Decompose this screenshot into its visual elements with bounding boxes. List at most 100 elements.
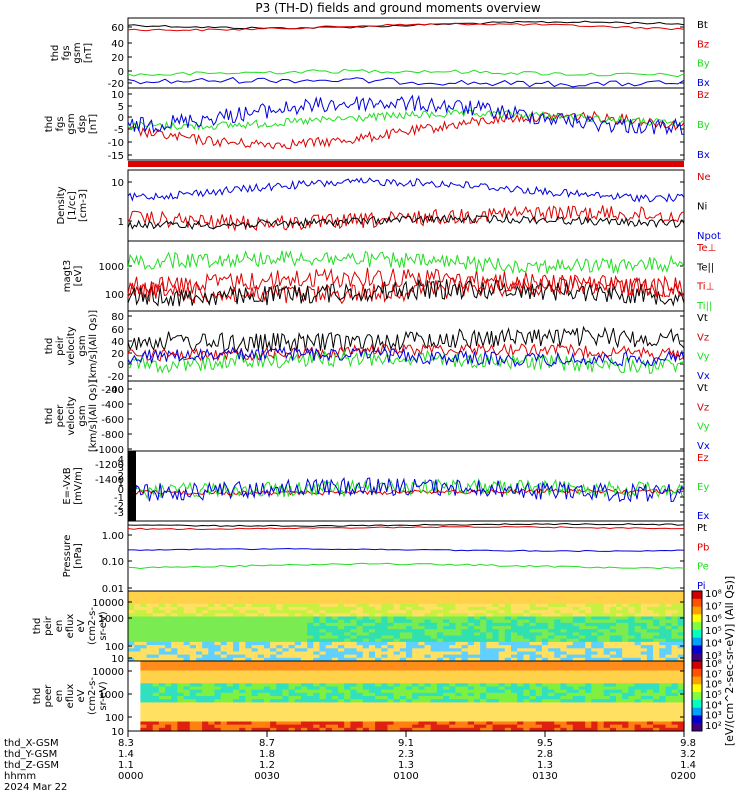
- ylabel-line: fgs: [55, 116, 66, 131]
- ylabel-line: magt3: [62, 260, 73, 293]
- ylabel-line: [nT]: [88, 114, 99, 134]
- cbar-tick: 10³: [705, 711, 722, 722]
- series-Bz: [127, 22, 685, 32]
- legend-Bz: Bz: [697, 90, 709, 101]
- series-Ti||: [127, 250, 685, 275]
- legend-Te||: Te||: [696, 262, 714, 273]
- ytick: -20: [108, 372, 124, 383]
- ylabel: thd fgs gsm [nT]: [50, 42, 94, 63]
- panel-10: [127, 660, 685, 732]
- cbar-tick: 10⁷: [705, 669, 722, 680]
- chart-title: P3 (TH-D) fields and ground moments over…: [255, 1, 540, 15]
- series-Ne: [127, 205, 685, 232]
- ytick: -3: [114, 508, 124, 519]
- footer-value: 1.4: [680, 760, 696, 771]
- series-Bt: [127, 20, 685, 30]
- series-Pi: [128, 547, 685, 553]
- ylabel-line: en: [54, 690, 65, 703]
- legend-Pe: Pe: [697, 562, 709, 573]
- ytick: 5: [118, 102, 124, 113]
- ylabel-line: [1/cc]: [67, 191, 78, 220]
- panel-6: [127, 380, 685, 480]
- footer-value: 1.8: [259, 749, 275, 760]
- ylabel-line: sr-eV): [98, 681, 109, 710]
- ytick: -400: [101, 400, 124, 411]
- footer-value: 0200: [671, 771, 696, 782]
- series-Ex: [127, 477, 685, 503]
- ylabel: Density [1/cc] [cm-3]: [56, 186, 89, 224]
- ytick: -15: [108, 151, 124, 162]
- ytick: 1000: [99, 690, 124, 701]
- ytick: 4: [118, 455, 124, 466]
- footer-value: 2.3: [398, 749, 414, 760]
- cbar-tick: 10⁵: [705, 690, 722, 701]
- ylabel-line: [km/s](All Qs)]: [88, 310, 99, 382]
- colorbar-label-text: [eV/(cm^2-sec-sr-eV)] (All Qs)]: [723, 576, 736, 746]
- panel-frame: [127, 450, 685, 522]
- ylabel-line: dsp: [77, 115, 88, 133]
- series-Bx: [127, 77, 685, 88]
- panel-frame: [127, 87, 685, 161]
- ytick: 100: [105, 642, 124, 653]
- ytick: 0: [118, 113, 124, 124]
- legend-Vz: Vz: [697, 332, 709, 343]
- ylabel-line: thd: [32, 688, 43, 705]
- series-By: [127, 109, 685, 131]
- footer-label: hhmm: [4, 771, 36, 782]
- ylabel-line: gsm: [77, 335, 88, 356]
- footer-label: thd_X-GSM: [4, 738, 59, 749]
- series-Vx: [127, 345, 685, 368]
- ytick: -40: [108, 385, 124, 396]
- legend-Vx: Vx: [697, 441, 710, 452]
- ylabel: Pressure [nPa]: [62, 535, 84, 578]
- legend-Bz: Bz: [697, 39, 709, 50]
- ylabel-line: gsm: [72, 42, 83, 63]
- panel-4: [127, 240, 685, 312]
- ylabel: thd peer en eflux eV (cm2-s-sr-eV): [32, 677, 109, 715]
- series-Pb: [127, 525, 684, 531]
- legend-Pb: Pb: [697, 542, 709, 553]
- ylabel-line: (cm2-s-: [87, 607, 98, 645]
- ylabel-line: eV: [76, 619, 87, 632]
- ytick: 20: [111, 349, 124, 360]
- ylabel-line: Pressure: [62, 535, 73, 578]
- legend-Bx: Bx: [697, 78, 710, 89]
- cbar-tick: 10³: [705, 651, 722, 662]
- series-Ti⊥: [127, 267, 685, 298]
- legend-Vy: Vy: [697, 352, 710, 363]
- ytick: 60: [111, 325, 124, 336]
- ytick: 10: [111, 654, 124, 665]
- ylabel-line: velocity: [66, 326, 77, 365]
- footer-value: 2.8: [537, 749, 553, 760]
- legend-Vz: Vz: [697, 402, 709, 413]
- ytick: 0: [118, 360, 124, 371]
- ylabel-line: peir: [43, 615, 54, 635]
- ylabel-line: [cm-3]: [78, 189, 89, 222]
- panel-frame: [127, 520, 685, 592]
- legend-Ey: Ey: [697, 482, 709, 493]
- legend-Ex: Ex: [697, 511, 709, 522]
- ytick: -600: [101, 415, 124, 426]
- ytick: 1: [118, 478, 124, 489]
- legend-Ne: Ne: [697, 172, 711, 183]
- ytick: 100: [105, 713, 124, 724]
- ytick: 0.01: [102, 584, 124, 595]
- cbar-tick: 10⁴: [705, 700, 722, 711]
- legend-Bx: Bx: [697, 150, 710, 161]
- ylabel-line: fgs: [61, 45, 72, 60]
- ytick: 0.10: [102, 557, 124, 568]
- ytick: 2: [118, 471, 124, 482]
- ytick: 10000: [92, 667, 124, 678]
- series-Pe: [127, 562, 685, 570]
- panel-8: [127, 520, 685, 592]
- ylabel-line: thd: [32, 618, 43, 635]
- ytick: 10: [111, 178, 124, 189]
- footer-value: 1.1: [118, 760, 134, 771]
- ytick: 40: [111, 39, 124, 50]
- panel-9: [127, 590, 685, 662]
- legend-Pi: Pi: [697, 581, 706, 592]
- ytick: -1: [114, 493, 124, 504]
- panel-2: [127, 87, 685, 161]
